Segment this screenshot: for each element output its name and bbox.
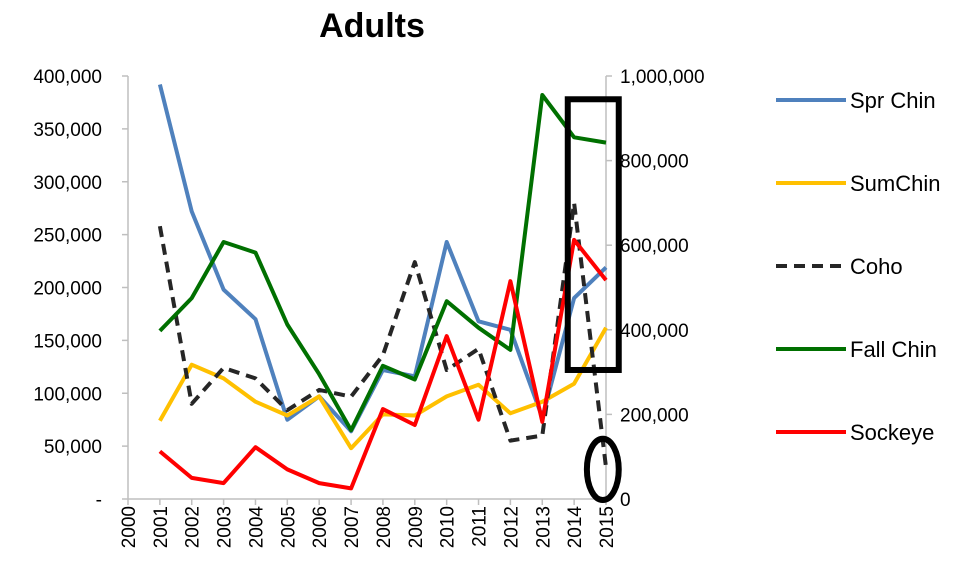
annotation-layer	[564, 96, 622, 504]
x-tick-label: 2005	[278, 506, 299, 548]
series-line-coho	[157, 200, 608, 468]
x-tick-label: 2014	[565, 506, 586, 549]
chart-title: Adults	[319, 7, 425, 45]
legend-label: Fall Chin	[850, 337, 937, 362]
right-tick-label: 1,000,000	[620, 67, 705, 88]
legend-label: Sockeye	[850, 420, 934, 445]
x-tick-label: 2006	[310, 506, 331, 548]
x-tick-label: 2015	[597, 506, 618, 548]
series-line-sockeye	[158, 237, 608, 491]
left-tick-label: 300,000	[33, 173, 102, 194]
x-tick-label: 2010	[438, 506, 459, 548]
left-tick-label: 400,000	[33, 67, 102, 88]
legend-label: Spr Chin	[850, 88, 936, 113]
right-tick-label: 0	[620, 490, 631, 511]
left-tick-label: 50,000	[44, 437, 102, 458]
x-tick-label: 2012	[501, 506, 522, 548]
series-line-sumchin	[158, 326, 608, 451]
x-tick-label: 2013	[533, 506, 554, 548]
left-tick-label: 250,000	[33, 226, 102, 247]
series-layer	[157, 84, 608, 491]
x-tick-label: 2000	[119, 506, 140, 548]
x-tick-label: 2011	[470, 506, 491, 547]
x-tick-label: 2001	[151, 506, 172, 548]
annotation-rectangle	[564, 96, 622, 373]
left-tick-label: 200,000	[33, 279, 102, 300]
x-tick-label: 2003	[215, 506, 236, 548]
x-tick-label: 2004	[246, 506, 267, 549]
left-tick-label: -	[96, 490, 102, 511]
axes: - 50,000 100,000 150,000 200,000 250,000 300,0…	[33, 67, 704, 548]
x-tick-label: 2002	[183, 506, 204, 548]
legend-label: Coho	[850, 254, 903, 279]
legend: Spr Chin SumChin Coho Fall Chin Sockeye	[776, 88, 940, 445]
right-tick-label: 600,000	[620, 236, 689, 257]
left-tick-label: 350,000	[33, 120, 102, 141]
legend-label: SumChin	[850, 171, 940, 196]
x-tick-label: 2009	[406, 506, 427, 548]
right-tick-label: 800,000	[620, 152, 689, 173]
right-tick-label: 400,000	[620, 321, 689, 342]
x-tick-label: 2007	[342, 506, 363, 548]
series-line-fall-chin	[158, 93, 607, 433]
right-tick-label: 200,000	[620, 405, 689, 426]
x-tick-label: 2008	[374, 506, 395, 548]
left-tick-label: 100,000	[33, 384, 102, 405]
left-tick-label: 150,000	[33, 331, 102, 352]
annotation-ellipse	[583, 435, 622, 504]
